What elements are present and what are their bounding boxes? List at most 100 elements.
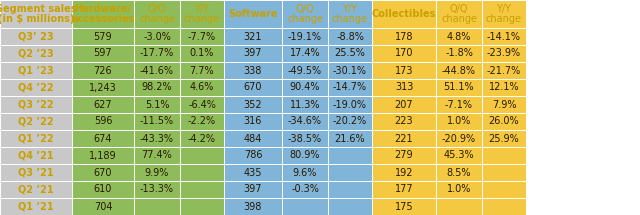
Text: Q/Q
change: Q/Q change xyxy=(287,4,323,24)
Bar xyxy=(436,0,482,28)
Text: 51.1%: 51.1% xyxy=(444,83,474,92)
Text: 223: 223 xyxy=(395,117,413,126)
Text: 98.2%: 98.2% xyxy=(141,83,172,92)
Bar xyxy=(0,79,72,96)
Text: 192: 192 xyxy=(395,167,413,178)
Bar xyxy=(0,181,72,198)
Bar xyxy=(482,164,526,181)
Bar xyxy=(372,96,436,113)
Bar xyxy=(224,62,282,79)
Text: 8.5%: 8.5% xyxy=(447,167,471,178)
Bar xyxy=(328,164,372,181)
Text: 77.4%: 77.4% xyxy=(141,150,172,161)
Bar xyxy=(134,0,180,28)
Bar xyxy=(180,164,224,181)
Text: 397: 397 xyxy=(244,184,262,195)
Bar xyxy=(72,45,134,62)
Text: 316: 316 xyxy=(244,117,262,126)
Text: -17.7%: -17.7% xyxy=(140,49,174,58)
Bar xyxy=(282,0,328,28)
Text: -19.0%: -19.0% xyxy=(333,100,367,109)
Bar xyxy=(482,181,526,198)
Text: -44.8%: -44.8% xyxy=(442,66,476,75)
Bar xyxy=(282,62,328,79)
Text: Software: Software xyxy=(228,9,278,19)
Bar xyxy=(180,113,224,130)
Text: 90.4%: 90.4% xyxy=(290,83,320,92)
Bar xyxy=(436,113,482,130)
Bar xyxy=(282,130,328,147)
Bar xyxy=(72,79,134,96)
Bar xyxy=(224,198,282,215)
Bar xyxy=(328,147,372,164)
Text: 321: 321 xyxy=(244,32,262,41)
Bar xyxy=(72,96,134,113)
Bar xyxy=(482,0,526,28)
Text: Q3’ 23: Q3’ 23 xyxy=(18,32,54,41)
Text: 7.9%: 7.9% xyxy=(492,100,516,109)
Bar xyxy=(372,181,436,198)
Bar xyxy=(328,0,372,28)
Bar xyxy=(224,164,282,181)
Bar xyxy=(224,130,282,147)
Text: -6.4%: -6.4% xyxy=(188,100,216,109)
Bar xyxy=(134,79,180,96)
Text: Y/Y
change: Y/Y change xyxy=(332,4,368,24)
Bar xyxy=(0,45,72,62)
Bar xyxy=(328,79,372,96)
Bar xyxy=(282,198,328,215)
Bar xyxy=(482,28,526,45)
Bar xyxy=(72,164,134,181)
Bar xyxy=(282,181,328,198)
Bar xyxy=(180,0,224,28)
Text: 7.7%: 7.7% xyxy=(189,66,214,75)
Bar xyxy=(282,28,328,45)
Text: 4.6%: 4.6% xyxy=(190,83,214,92)
Bar xyxy=(282,45,328,62)
Text: 627: 627 xyxy=(93,100,112,109)
Text: 178: 178 xyxy=(395,32,413,41)
Bar xyxy=(134,113,180,130)
Bar xyxy=(436,181,482,198)
Text: Q2 ’22: Q2 ’22 xyxy=(18,117,54,126)
Text: -23.9%: -23.9% xyxy=(487,49,521,58)
Text: -14.1%: -14.1% xyxy=(487,32,521,41)
Bar xyxy=(134,28,180,45)
Bar xyxy=(72,113,134,130)
Bar xyxy=(134,164,180,181)
Bar xyxy=(482,130,526,147)
Bar xyxy=(0,130,72,147)
Bar xyxy=(224,113,282,130)
Bar xyxy=(134,45,180,62)
Text: 597: 597 xyxy=(93,49,112,58)
Bar xyxy=(282,164,328,181)
Text: Q/Q
change: Q/Q change xyxy=(441,4,477,24)
Text: 338: 338 xyxy=(244,66,262,75)
Bar xyxy=(328,113,372,130)
Text: -34.6%: -34.6% xyxy=(288,117,322,126)
Bar xyxy=(180,28,224,45)
Bar xyxy=(482,45,526,62)
Bar xyxy=(436,28,482,45)
Bar xyxy=(0,147,72,164)
Bar xyxy=(180,45,224,62)
Text: 610: 610 xyxy=(94,184,112,195)
Bar xyxy=(72,130,134,147)
Bar xyxy=(224,28,282,45)
Text: 704: 704 xyxy=(93,201,112,212)
Text: -20.9%: -20.9% xyxy=(442,134,476,143)
Text: -3.0%: -3.0% xyxy=(143,32,171,41)
Bar xyxy=(224,45,282,62)
Bar xyxy=(72,0,134,28)
Text: 175: 175 xyxy=(395,201,413,212)
Bar xyxy=(328,130,372,147)
Bar xyxy=(72,147,134,164)
Text: 579: 579 xyxy=(93,32,112,41)
Bar xyxy=(224,147,282,164)
Bar xyxy=(0,164,72,181)
Bar xyxy=(282,147,328,164)
Bar xyxy=(436,147,482,164)
Bar xyxy=(134,62,180,79)
Bar xyxy=(180,79,224,96)
Text: 25.5%: 25.5% xyxy=(335,49,365,58)
